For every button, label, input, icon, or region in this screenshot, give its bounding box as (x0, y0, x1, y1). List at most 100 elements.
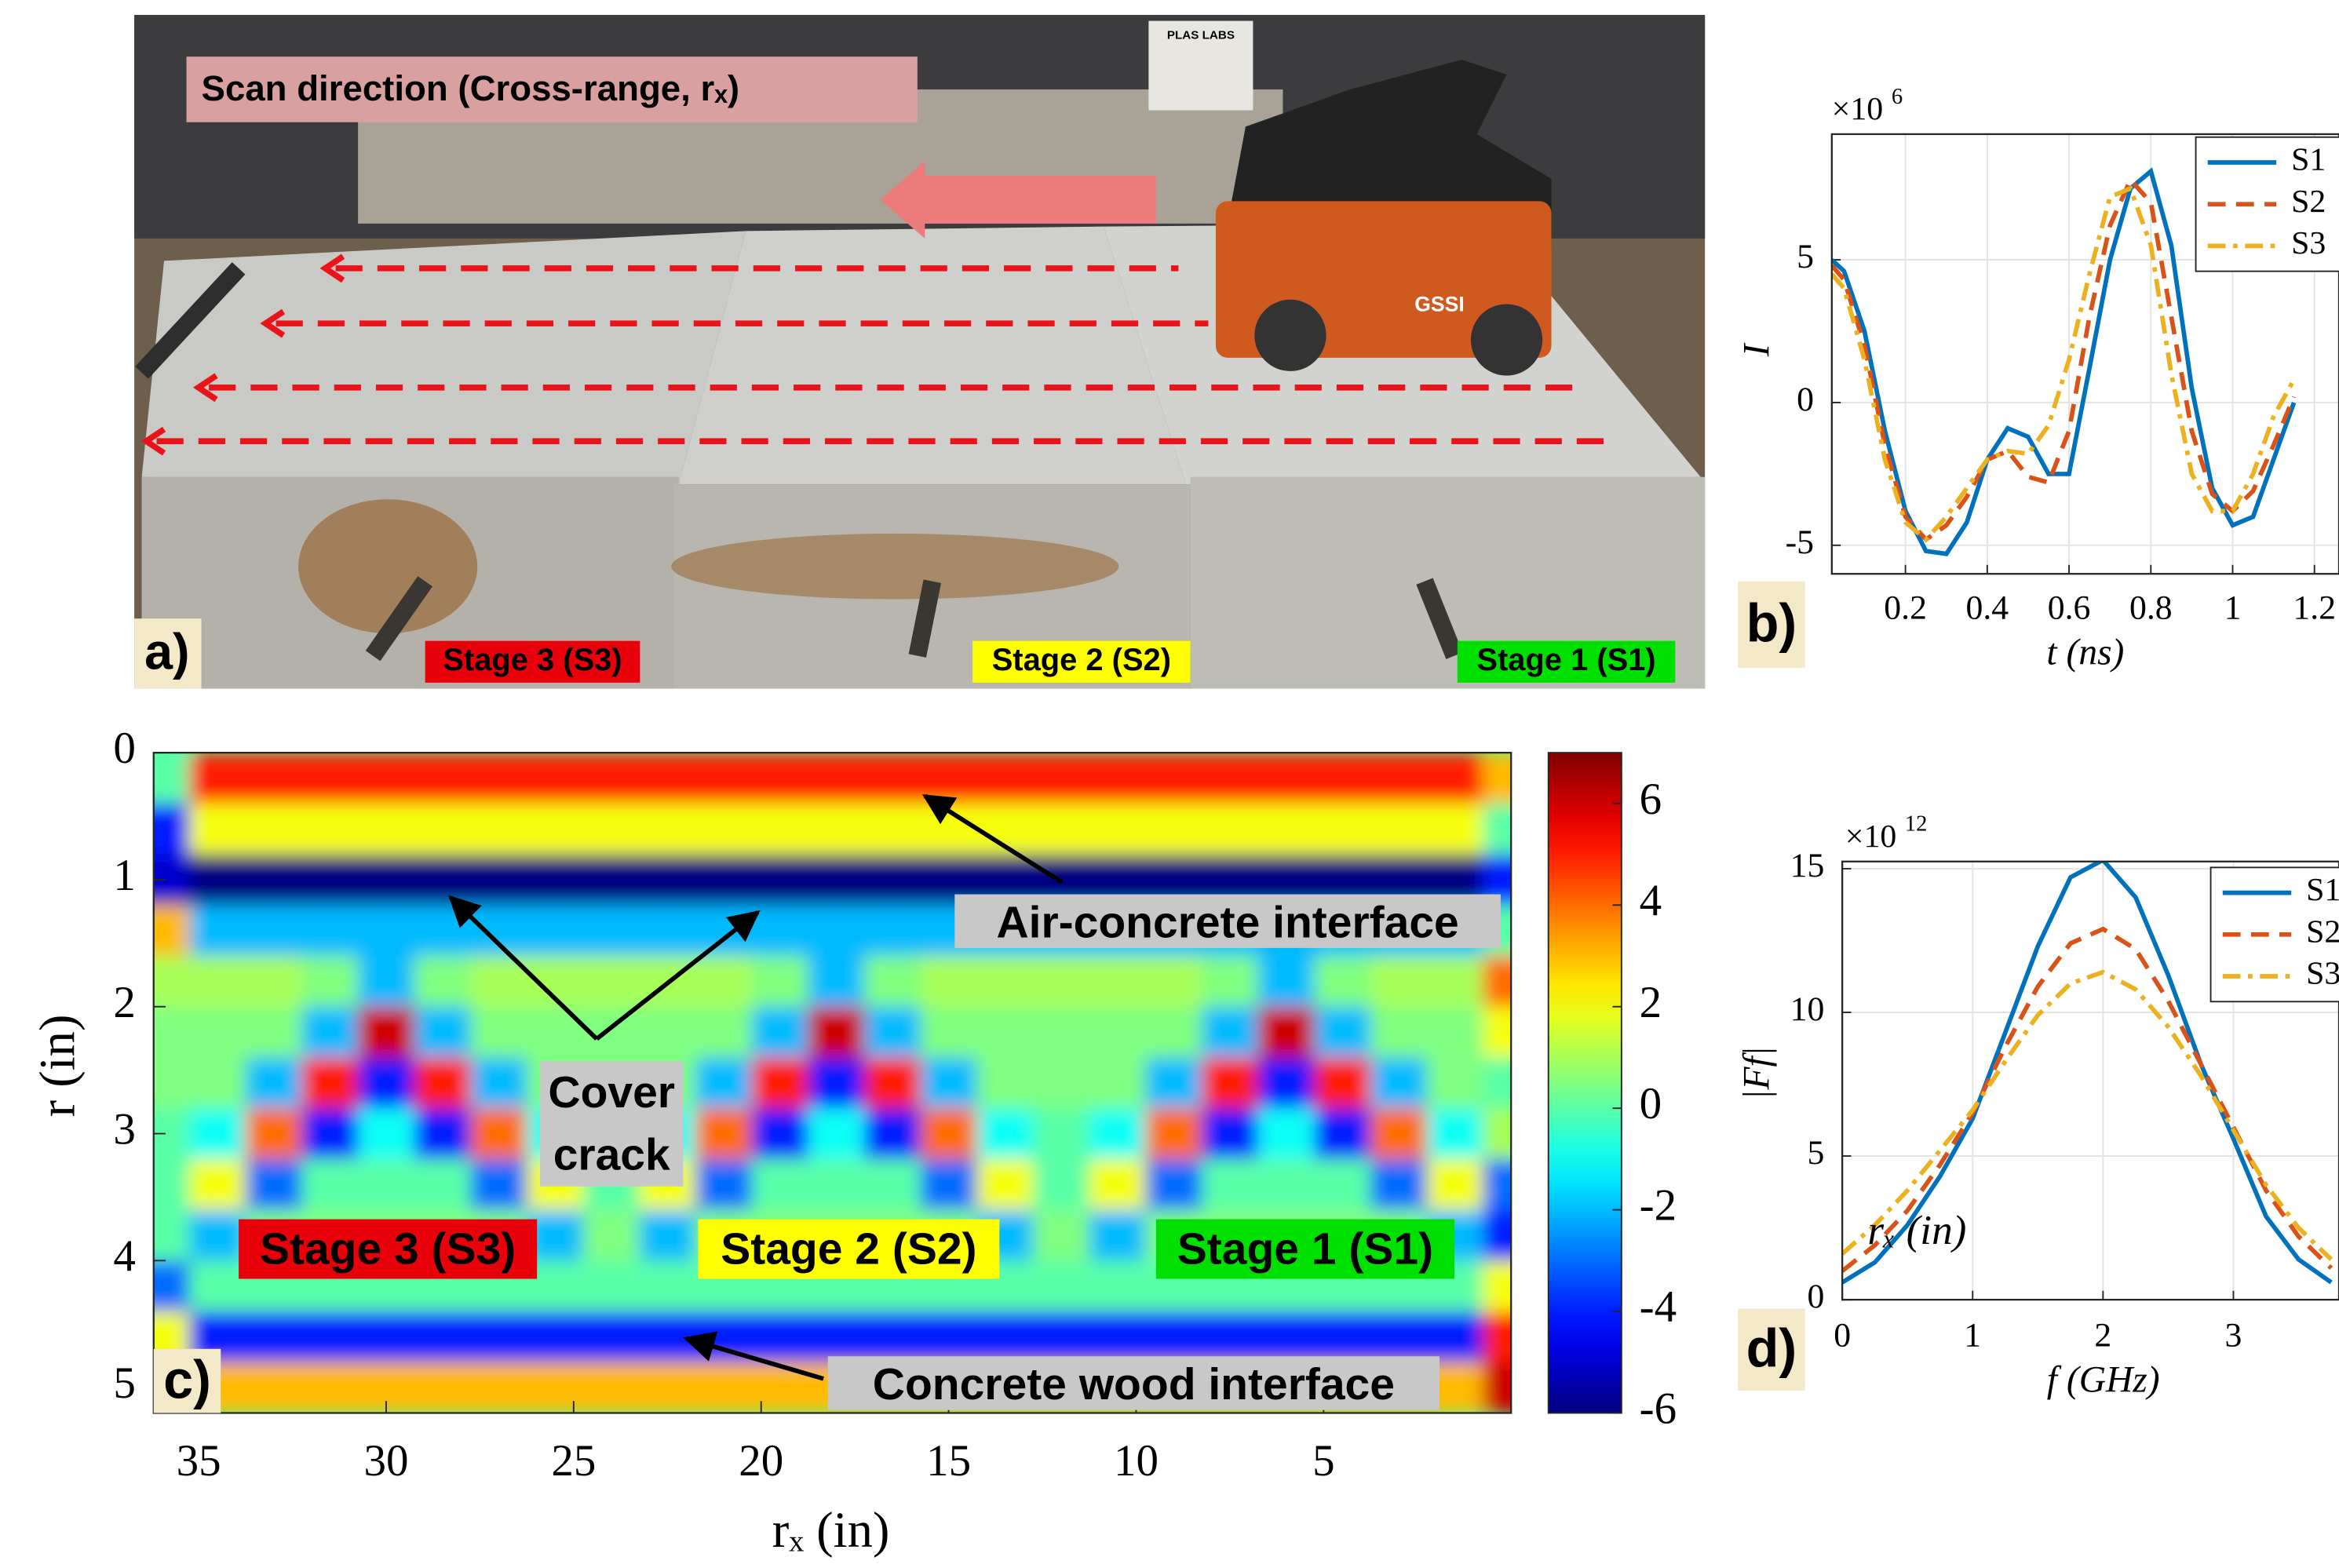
heat-cell (358, 855, 415, 906)
heat-cell (808, 753, 865, 804)
heat-cell (358, 753, 415, 804)
heat-cell (808, 855, 865, 906)
heat-cell (133, 1159, 190, 1211)
x-tick-label: 1.2 (2293, 589, 2336, 627)
y-tick-label: 3 (113, 1105, 136, 1154)
heat-cell (1089, 1057, 1147, 1109)
heat-cell (1145, 1007, 1202, 1059)
heat-cell (1033, 804, 1090, 855)
heat-cell (301, 1007, 359, 1059)
heat-cell (527, 804, 584, 855)
colorbar-tick-label: 6 (1640, 775, 1662, 824)
legend-label: S2 (2291, 184, 2326, 220)
heat-cell (527, 905, 584, 957)
annotation: Stage 2 (S2) (721, 1223, 976, 1274)
heat-cell (695, 1007, 753, 1059)
heat-cell (583, 804, 640, 855)
heat-cell (189, 1057, 246, 1109)
heat-cell (1427, 753, 1484, 804)
heat-cell (695, 1159, 753, 1211)
scan-label: Scan direction (Cross-range, rₓ) (202, 68, 740, 108)
heat-cell (470, 855, 527, 906)
heat-cell (301, 1108, 359, 1160)
heat-cell (414, 1311, 472, 1363)
heat-cell (246, 1159, 303, 1211)
heat-cell (358, 956, 415, 1008)
heat-cell (808, 1057, 865, 1109)
heat-cell (246, 956, 303, 1008)
x-tick-label: 15 (926, 1436, 971, 1486)
heat-cell (527, 1007, 584, 1059)
x-tick-label: 0.6 (2048, 589, 2091, 627)
heat-cell (752, 1057, 809, 1109)
heat-cell (301, 1362, 359, 1414)
heat-cell (1258, 1159, 1315, 1211)
heat-cell (527, 753, 584, 804)
heat-cell (1145, 1108, 1202, 1160)
heat-cell (639, 1362, 696, 1414)
x-tick-label: 5 (1312, 1436, 1335, 1486)
heat-cell (808, 1108, 865, 1160)
heat-cell (1033, 1108, 1090, 1160)
heat-cell (1033, 956, 1090, 1008)
heat-cell (1202, 1007, 1259, 1059)
heat-cell (921, 1159, 978, 1211)
x-tick-label: 0.2 (1884, 589, 1927, 627)
heat-cell (695, 855, 753, 906)
y-tick-label: 0 (1797, 381, 1814, 418)
heat-cell (752, 905, 809, 957)
legend-label: S1 (2306, 872, 2339, 908)
heat-cell (133, 1057, 190, 1109)
heat-cell (583, 1311, 640, 1363)
heat-cell (752, 1108, 809, 1160)
heat-cell (301, 1311, 359, 1363)
heat-cell (1145, 1057, 1202, 1109)
x-tick-label: 30 (363, 1436, 408, 1486)
photo-panel: Scan direction (Cross-range, rₓ) Stage 3… (134, 15, 1705, 688)
legend-label: S3 (2291, 225, 2326, 261)
heat-cell (1427, 1311, 1484, 1363)
annotation: Stage 1 (S1) (1177, 1223, 1433, 1274)
heat-cell (1033, 1159, 1090, 1211)
y-tick-label: 0 (1807, 1278, 1824, 1315)
heat-cell (921, 1311, 978, 1363)
heat-cell (470, 1159, 527, 1211)
gpr-wheel (1471, 304, 1542, 375)
heat-cell (470, 753, 527, 804)
heat-cell (1089, 956, 1147, 1008)
heat-cell (246, 855, 303, 906)
heat-cell (808, 1311, 865, 1363)
heat-cell (1202, 1159, 1259, 1211)
heat-cell (1370, 1057, 1428, 1109)
heat-cell (808, 1007, 865, 1059)
x-tick-label: 3 (2225, 1317, 2242, 1355)
heat-cell (1258, 1311, 1315, 1363)
heat-cell (1258, 956, 1315, 1008)
heat-cell (864, 855, 921, 906)
colorbar-tick-label: -6 (1640, 1384, 1677, 1434)
heat-cell (189, 804, 246, 855)
heat-cell (752, 1007, 809, 1059)
axis-exponent-base: ×10 (1832, 91, 1883, 127)
heat-cell (189, 1210, 246, 1262)
heat-cell (470, 1007, 527, 1059)
panel-label: b) (1746, 594, 1797, 654)
heat-cell (1145, 804, 1202, 855)
colorbar-tick-label: 4 (1640, 876, 1662, 925)
heat-cell (1089, 1210, 1147, 1262)
heat-cell (133, 905, 190, 957)
heat-cell (752, 1159, 809, 1211)
heat-cell (921, 1108, 978, 1160)
heat-cell (695, 905, 753, 957)
heat-cell (1258, 753, 1315, 804)
axis-exponent-power: 6 (1892, 85, 1903, 109)
annotation: Stage 3 (S3) (260, 1223, 516, 1274)
heat-cell (414, 1108, 472, 1160)
heat-cell (1089, 1007, 1147, 1059)
x-axis-label: t (ns) (2046, 633, 2124, 673)
heat-cell (527, 1362, 584, 1414)
colorbar-tick-label: -2 (1640, 1181, 1677, 1231)
heat-cell (1427, 1057, 1484, 1109)
heat-cell (414, 956, 472, 1008)
heat-cell (864, 1159, 921, 1211)
